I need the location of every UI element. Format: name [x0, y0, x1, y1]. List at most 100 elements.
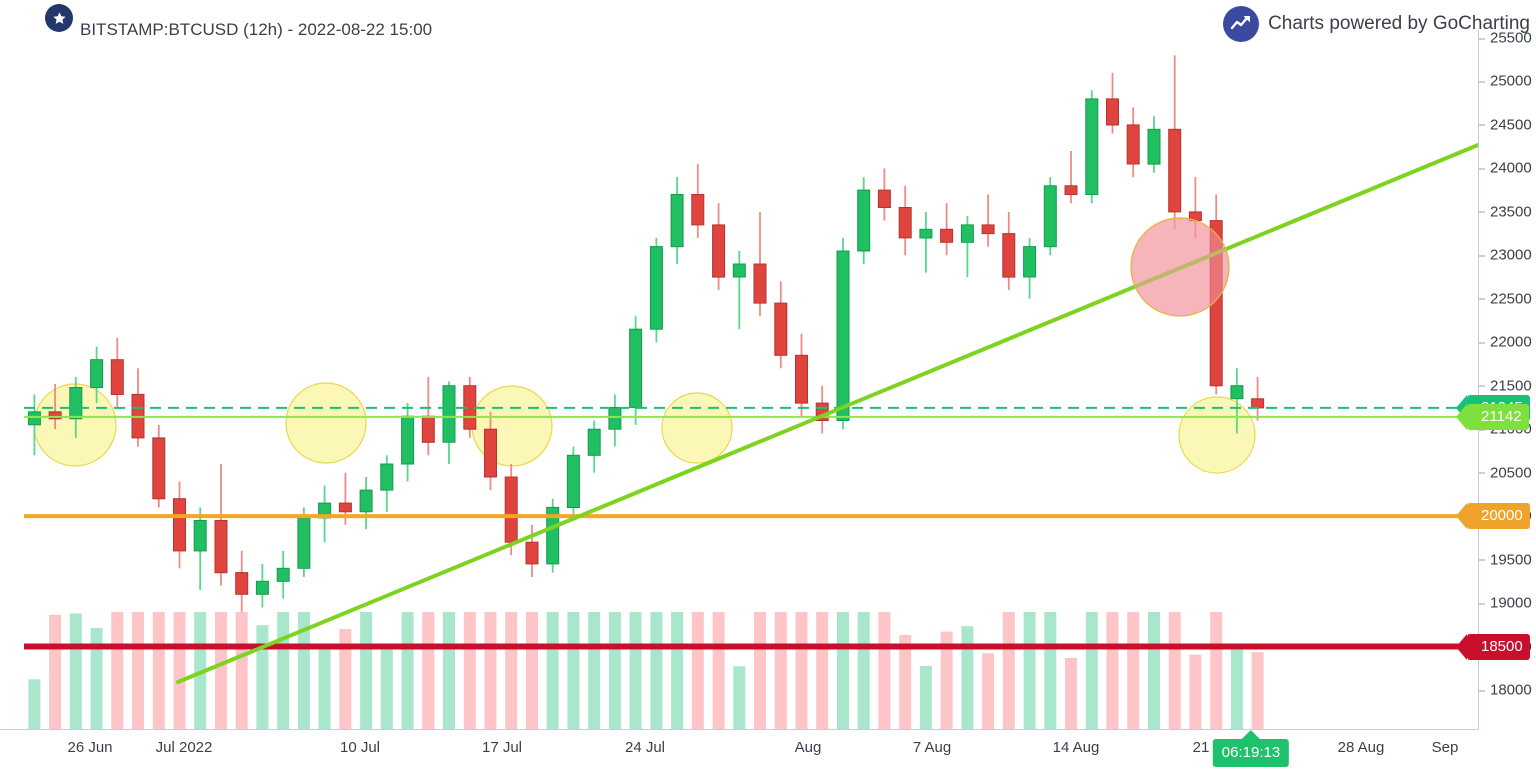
candle-body[interactable]: [546, 506, 560, 565]
candle-body[interactable]: [442, 385, 456, 443]
volume-bar: [526, 612, 538, 730]
candle-body[interactable]: [857, 189, 871, 252]
candle-body[interactable]: [919, 228, 933, 239]
highlight-circle-alert-overlay[interactable]: [1130, 217, 1230, 317]
candle-body[interactable]: [1251, 398, 1265, 409]
chart-canvas[interactable]: [0, 30, 1478, 730]
price-tick: 22500: [1479, 290, 1532, 307]
price-tick: 19000: [1479, 595, 1532, 612]
price-tick-label: 22500: [1490, 290, 1532, 308]
candle-body[interactable]: [795, 354, 808, 404]
time-tick-label: 10 Jul: [339, 739, 381, 756]
candle-body[interactable]: [753, 263, 767, 304]
candle-body[interactable]: [255, 580, 269, 595]
volume-bar: [671, 612, 684, 730]
countdown-badge[interactable]: 06:19:13: [1212, 730, 1290, 767]
resistance-price-badge[interactable]: 18500: [1456, 633, 1530, 660]
volume-bar: [401, 612, 414, 730]
candle-body[interactable]: [566, 454, 580, 508]
trendline-price-badge[interactable]: 21142: [1456, 403, 1529, 430]
volume-bar: [712, 612, 725, 730]
price-tick: 18000: [1479, 682, 1532, 699]
price-badge-arrow: [1456, 633, 1467, 660]
candle-body[interactable]: [732, 263, 746, 278]
volume-bar: [152, 612, 165, 730]
candle-body[interactable]: [152, 437, 166, 500]
candle-body[interactable]: [670, 194, 684, 248]
time-tick-label: 28 Aug: [1337, 739, 1385, 756]
candle-body[interactable]: [960, 224, 974, 243]
candle-body[interactable]: [297, 517, 311, 569]
price-tick-label: 23000: [1490, 246, 1532, 264]
price-tick: 20500: [1479, 464, 1532, 481]
volume-bar: [1002, 612, 1015, 730]
highlight-circle-2[interactable]: [285, 382, 367, 464]
candle-body[interactable]: [608, 407, 622, 430]
candle-body[interactable]: [504, 476, 518, 543]
price-tick: 24000: [1479, 160, 1532, 177]
candle-body[interactable]: [27, 411, 41, 426]
candle-body[interactable]: [401, 415, 415, 465]
price-tick-label: 19000: [1490, 594, 1532, 612]
volume-bar: [339, 629, 352, 730]
candle-body[interactable]: [1106, 98, 1119, 126]
candle-body[interactable]: [1230, 385, 1244, 400]
volume-bar: [567, 612, 580, 730]
candle-body[interactable]: [898, 207, 912, 239]
candle-body[interactable]: [712, 224, 726, 278]
candle-body[interactable]: [1064, 185, 1078, 196]
candle-body[interactable]: [173, 498, 186, 552]
candle-body[interactable]: [193, 520, 207, 552]
candle-body[interactable]: [1085, 98, 1099, 195]
candle-body[interactable]: [1168, 128, 1182, 213]
highlight-circles[interactable]: [33, 217, 1256, 474]
brand-credit[interactable]: Charts powered by GoCharting: [1223, 6, 1530, 42]
time-axis[interactable]: 26 Jun Jul 2022 10 Jul 17 Jul 24 Jul Aug 7 Aug…: [0, 729, 1478, 770]
volume-bar: [49, 614, 62, 730]
price-tick: 25500: [1479, 30, 1532, 47]
candle-body[interactable]: [421, 415, 435, 443]
candle-body[interactable]: [1147, 128, 1161, 165]
highlight-circle-4[interactable]: [661, 392, 733, 464]
time-tick-label: 7 Aug: [912, 739, 952, 756]
candle-body[interactable]: [587, 428, 601, 456]
candle-body[interactable]: [214, 520, 228, 574]
candle-body[interactable]: [836, 250, 850, 421]
volume-bar: [1065, 658, 1077, 730]
candle-body[interactable]: [90, 359, 104, 389]
candle-body[interactable]: [1126, 124, 1140, 165]
ascending-trendline[interactable]: [176, 143, 1478, 684]
candle-body[interactable]: [69, 387, 83, 420]
candle-body[interactable]: [649, 246, 663, 330]
candle-body[interactable]: [110, 359, 124, 396]
candle-body[interactable]: [484, 428, 497, 478]
price-tick: 23000: [1479, 247, 1532, 264]
chart-plot-area[interactable]: [0, 30, 1478, 730]
candle-body[interactable]: [276, 567, 290, 582]
volume-bar: [795, 612, 808, 730]
support-price-badge[interactable]: 20000: [1456, 503, 1530, 530]
candle-body[interactable]: [338, 502, 352, 513]
candle-body[interactable]: [525, 541, 539, 565]
candle-body[interactable]: [235, 572, 249, 595]
candle-body[interactable]: [774, 302, 788, 356]
price-axis[interactable]: 25500 25000 24500 24000 23500 23000 22500 22000…: [1456, 30, 1536, 730]
candle-body[interactable]: [359, 489, 373, 513]
candle-body[interactable]: [940, 228, 954, 243]
candle-body[interactable]: [691, 194, 705, 226]
volume-bar: [650, 612, 663, 730]
candle-body[interactable]: [48, 411, 62, 420]
candle-body[interactable]: [1043, 185, 1057, 248]
candle-body[interactable]: [877, 189, 891, 209]
volume-bar: [28, 679, 41, 730]
volume-bar: [982, 653, 995, 730]
price-tick-label: 22000: [1490, 333, 1532, 351]
candle-body[interactable]: [380, 463, 394, 491]
candle-body[interactable]: [1002, 233, 1016, 278]
candlestick-series[interactable]: [27, 55, 1265, 612]
candle-body[interactable]: [981, 224, 995, 235]
candle-body[interactable]: [1023, 246, 1037, 278]
candle-body[interactable]: [629, 328, 643, 408]
price-tick: 23500: [1479, 203, 1532, 220]
